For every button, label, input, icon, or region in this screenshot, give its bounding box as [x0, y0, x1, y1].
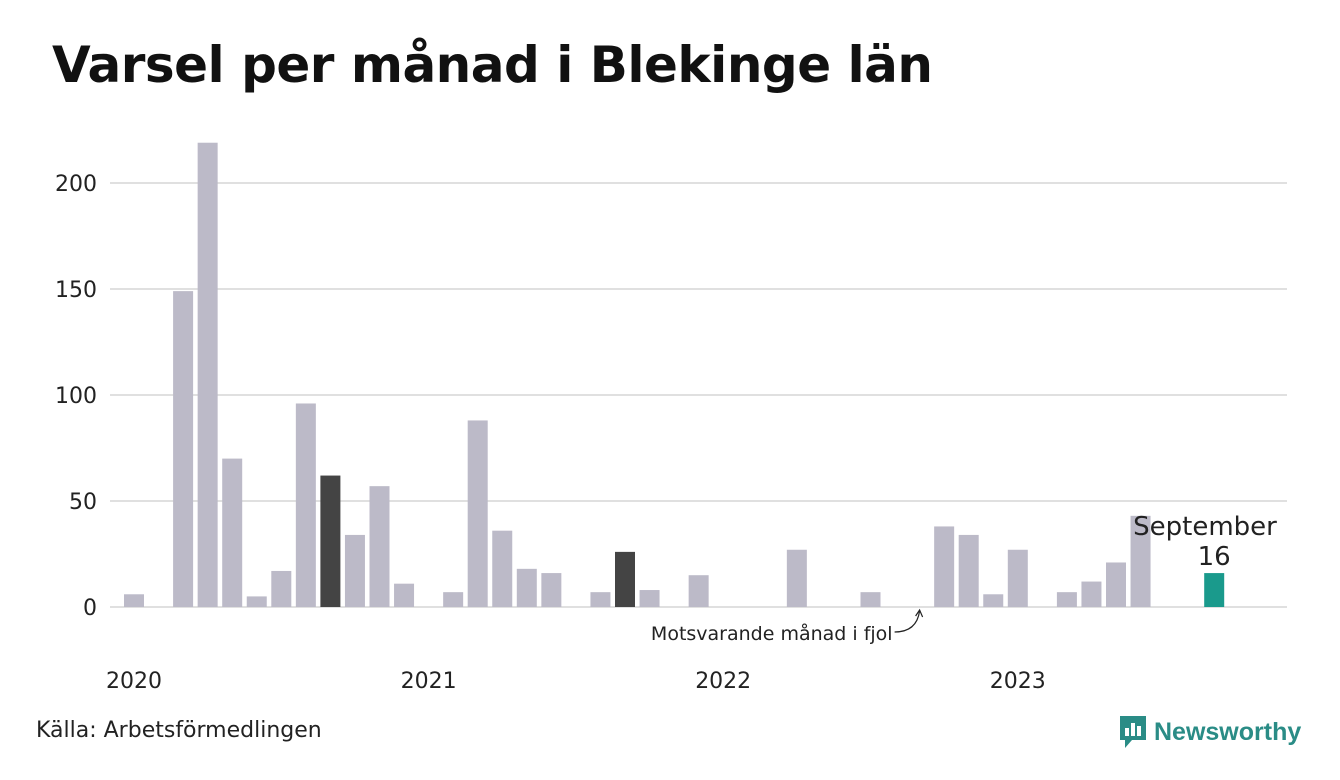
bar-chart: 0 50 100 150 200 2020 2021 2022 2023 Motsvarand…: [55, 142, 1287, 694]
bar: [860, 592, 881, 607]
bar: [688, 575, 709, 607]
brand-name: Newsworthy: [1154, 717, 1302, 746]
brand-logo: Newsworthy: [1118, 714, 1301, 750]
bar: [934, 526, 955, 607]
bar: [246, 596, 267, 607]
bar: [344, 534, 365, 607]
y-tick-label: 50: [69, 490, 97, 515]
x-tick-label: 2021: [401, 669, 457, 694]
highlight-value-label: 16: [1198, 542, 1231, 572]
bar: [124, 594, 144, 607]
grid-lines: [110, 182, 1287, 608]
source-note: Källa: Arbetsförmedlingen: [36, 718, 322, 743]
bar: [271, 570, 292, 607]
bar: [1130, 515, 1151, 607]
bar: [197, 142, 218, 607]
y-axis-ticks: 0 50 100 150 200: [55, 172, 97, 621]
annotation-arrowhead: [915, 608, 924, 618]
x-tick-label: 2020: [106, 669, 162, 694]
bar: [590, 592, 611, 607]
bar: [369, 486, 390, 607]
bar: [786, 549, 807, 607]
bar: [222, 458, 243, 607]
y-tick-label: 150: [55, 278, 97, 303]
annotation-label: Motsvarande månad i fjol: [651, 622, 893, 645]
x-tick-label: 2022: [695, 669, 751, 694]
y-tick-label: 0: [83, 596, 97, 621]
bar: [394, 583, 415, 607]
newsworthy-logo-icon: [1120, 716, 1146, 748]
annotation-arrow: [894, 610, 921, 633]
y-tick-label: 100: [55, 384, 97, 409]
bar: [639, 590, 660, 607]
bar: [1007, 549, 1028, 607]
bar: [443, 592, 464, 607]
chart-title: Varsel per månad i Blekinge län: [52, 36, 933, 94]
bar: [320, 475, 341, 607]
bar: [983, 594, 1004, 607]
bar: [467, 420, 488, 607]
bar: [492, 530, 513, 607]
bar: [615, 551, 635, 607]
y-tick-label: 200: [55, 172, 97, 197]
x-axis-ticks: 2020 2021 2022 2023: [106, 669, 1046, 694]
bar: [1081, 581, 1102, 607]
bar: [295, 403, 316, 607]
bar: [516, 568, 537, 607]
bar: [1106, 562, 1126, 607]
bar: [541, 573, 562, 607]
x-tick-label: 2023: [990, 669, 1046, 694]
bars: [124, 142, 1225, 607]
bar: [1204, 573, 1225, 607]
bar: [173, 291, 194, 607]
highlight-month-label: September: [1133, 512, 1277, 542]
bar: [1056, 592, 1077, 607]
bar: [958, 534, 979, 607]
